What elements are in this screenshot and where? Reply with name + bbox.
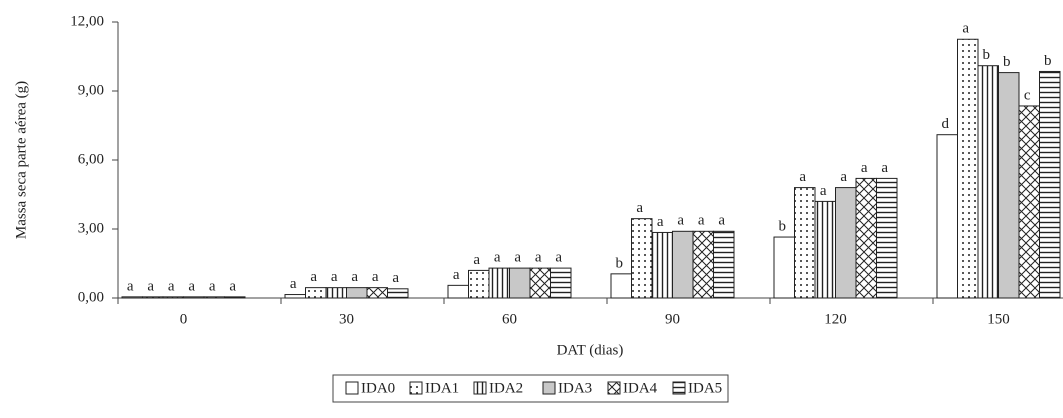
y-axis-label: Massa seca parte aérea (g) — [13, 81, 29, 239]
letter-label: a — [514, 250, 521, 266]
bar — [1018, 105, 1040, 299]
bar — [203, 296, 225, 299]
bar — [121, 296, 143, 299]
x-tick-label: 120 — [824, 311, 847, 327]
x-tick-label: 90 — [665, 311, 680, 327]
bar — [550, 267, 572, 299]
letter-label: a — [799, 169, 806, 185]
y-tick-label: 3,00 — [78, 220, 104, 236]
legend-label: IDA1 — [425, 380, 459, 396]
letter-label: b — [1044, 53, 1052, 69]
letter-label: a — [555, 250, 562, 266]
x-axis-label: DAT (dias) — [557, 342, 624, 358]
bar — [468, 269, 490, 299]
letter-label: b — [1003, 54, 1011, 70]
bar — [773, 236, 795, 299]
letter-label: a — [310, 269, 317, 285]
bar — [509, 267, 531, 299]
legend-swatch — [607, 381, 621, 395]
y-tick-label: 0,00 — [78, 289, 104, 305]
letter-label: b — [983, 47, 991, 63]
letter-label: a — [820, 183, 827, 199]
letter-label: a — [331, 269, 338, 285]
x-tick-label: 150 — [987, 311, 1010, 327]
bar — [142, 296, 164, 299]
legend-swatch — [473, 381, 487, 395]
letter-label: a — [392, 270, 399, 286]
y-tick-label: 12,00 — [70, 13, 104, 29]
letter-label: a — [636, 200, 643, 216]
letter-label: a — [535, 250, 542, 266]
bar — [284, 294, 306, 299]
bar — [1039, 70, 1061, 299]
letter-label: a — [718, 213, 725, 229]
legend-box — [332, 374, 729, 403]
letter-label: a — [473, 252, 480, 268]
legend-label: IDA5 — [688, 380, 722, 396]
legend-swatch — [345, 381, 359, 395]
bar — [447, 284, 469, 299]
bar — [855, 177, 877, 299]
bar — [325, 287, 347, 299]
bar — [936, 134, 958, 299]
bar — [713, 230, 735, 299]
letter-label: a — [290, 276, 297, 292]
bar — [387, 288, 409, 299]
letter-label: a — [698, 213, 705, 229]
bar — [366, 287, 388, 299]
x-tick-label: 0 — [180, 311, 188, 327]
letter-label: a — [209, 278, 216, 294]
letter-label: a — [351, 269, 358, 285]
bar — [876, 177, 898, 299]
bar — [183, 296, 205, 299]
bar — [631, 218, 653, 299]
letter-label: b — [779, 218, 787, 234]
x-tick-label: 60 — [502, 311, 517, 327]
letter-label: a — [861, 160, 868, 176]
bar — [488, 267, 510, 299]
letter-label: a — [677, 213, 684, 229]
bar — [957, 38, 979, 299]
letter-label: a — [372, 269, 379, 285]
bar — [814, 200, 836, 299]
letter-label: a — [147, 278, 154, 294]
x-tick-label: 30 — [339, 311, 354, 327]
legend-label: IDA2 — [489, 380, 523, 396]
bar — [977, 65, 999, 299]
legend-swatch — [409, 381, 423, 395]
bar — [998, 72, 1020, 299]
bar — [305, 287, 327, 299]
letter-label: a — [168, 278, 175, 294]
bar — [672, 230, 694, 299]
legend-swatch — [542, 381, 556, 395]
letter-label: a — [453, 267, 460, 283]
letter-label: a — [229, 278, 236, 294]
letter-label: d — [942, 116, 950, 132]
letter-label: a — [494, 250, 501, 266]
bar — [835, 187, 857, 299]
bar — [794, 187, 816, 299]
letter-label: a — [127, 278, 134, 294]
bar — [529, 267, 551, 299]
letter-label: a — [840, 169, 847, 185]
legend-label: IDA3 — [558, 380, 592, 396]
bar — [692, 230, 714, 299]
letter-label: b — [616, 255, 624, 271]
legend-swatch — [672, 381, 686, 395]
letter-label: a — [657, 214, 664, 230]
bar — [224, 296, 246, 299]
bar — [610, 273, 632, 299]
letter-label: a — [881, 160, 888, 176]
legend-label: IDA0 — [361, 380, 395, 396]
y-tick-label: 9,00 — [78, 82, 104, 98]
letter-label: c — [1024, 87, 1031, 103]
legend-label: IDA4 — [623, 380, 658, 396]
bar — [162, 296, 184, 299]
y-tick-label: 6,00 — [78, 151, 104, 167]
bar — [346, 287, 368, 299]
bar — [651, 231, 673, 299]
letter-label: a — [188, 278, 195, 294]
letter-label: a — [962, 21, 969, 37]
